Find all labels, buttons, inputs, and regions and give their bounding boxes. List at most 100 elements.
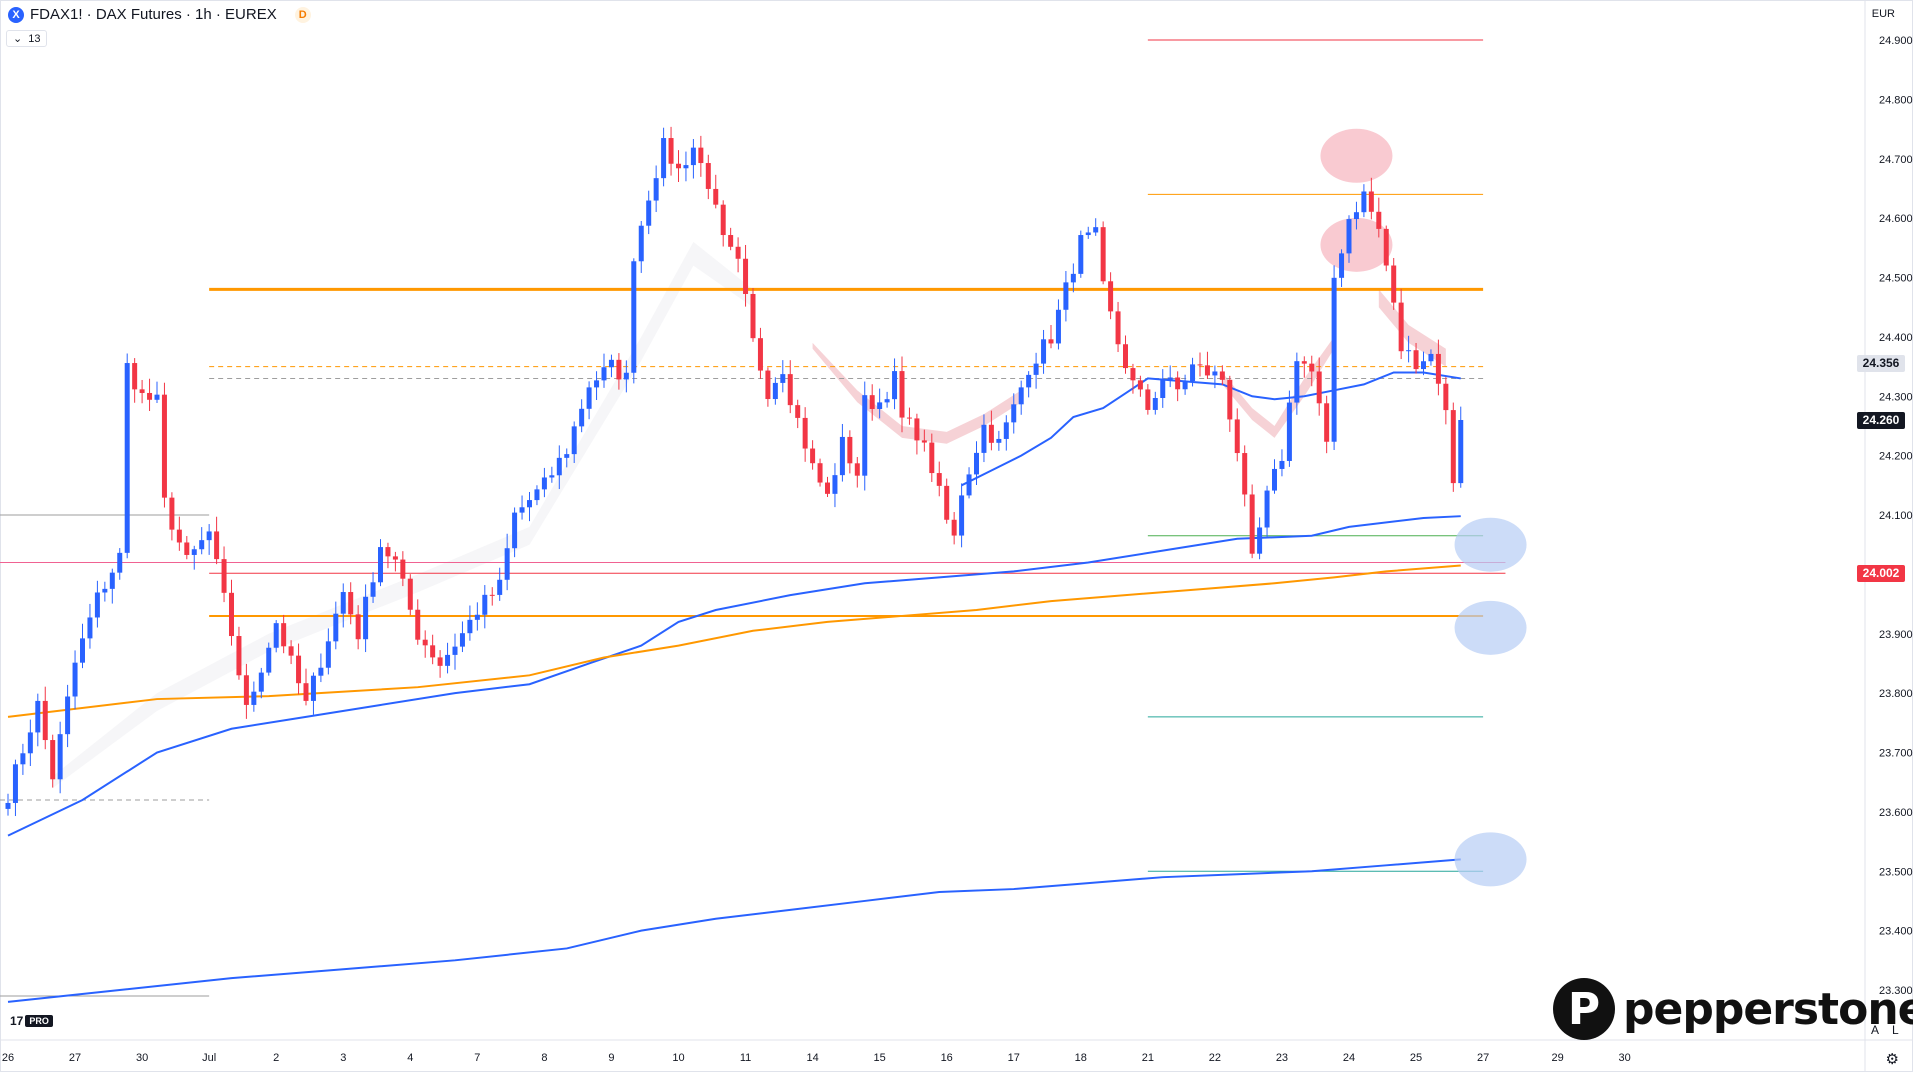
candle-body[interactable]: [1137, 380, 1143, 390]
candle-body[interactable]: [1346, 219, 1352, 254]
candle-body[interactable]: [869, 395, 875, 409]
candle-body[interactable]: [333, 613, 339, 642]
candle-body[interactable]: [161, 394, 167, 498]
candle-body[interactable]: [1033, 363, 1039, 375]
candle-body[interactable]: [571, 426, 577, 455]
candle-body[interactable]: [705, 163, 711, 189]
candle-body[interactable]: [906, 417, 912, 419]
candle-body[interactable]: [102, 588, 108, 593]
candle-body[interactable]: [176, 529, 182, 543]
candle-body[interactable]: [690, 147, 696, 166]
candle-body[interactable]: [325, 641, 331, 668]
candle-body[interactable]: [944, 485, 950, 520]
candle-body[interactable]: [1130, 368, 1136, 381]
candle-body[interactable]: [214, 531, 220, 560]
candle-body[interactable]: [184, 542, 190, 555]
candle-body[interactable]: [512, 512, 518, 549]
candle-body[interactable]: [1145, 389, 1151, 410]
session-badge[interactable]: D: [294, 6, 311, 23]
candle-body[interactable]: [579, 408, 585, 427]
candle-body[interactable]: [1443, 383, 1449, 411]
candle-body[interactable]: [154, 394, 160, 400]
zone-marker-2[interactable]: [1454, 517, 1527, 572]
candle-body[interactable]: [363, 596, 369, 640]
candle-body[interactable]: [832, 475, 838, 494]
candle-body[interactable]: [1123, 344, 1128, 369]
candle-body[interactable]: [1279, 460, 1285, 469]
candle-body[interactable]: [288, 646, 294, 656]
candle-body[interactable]: [1391, 265, 1397, 303]
candle-body[interactable]: [713, 188, 719, 205]
candle-body[interactable]: [996, 438, 1002, 443]
candle-body[interactable]: [877, 402, 883, 409]
candle-body[interactable]: [936, 473, 942, 486]
candle-body[interactable]: [1204, 365, 1210, 376]
candle-body[interactable]: [124, 363, 130, 553]
candle-body[interactable]: [825, 482, 830, 494]
candle-body[interactable]: [1413, 350, 1419, 370]
candle-body[interactable]: [1361, 191, 1367, 213]
candle-body[interactable]: [1324, 403, 1330, 442]
candle-body[interactable]: [795, 405, 801, 418]
candle-body[interactable]: [966, 474, 972, 496]
candle-body[interactable]: [1160, 380, 1166, 399]
candle-body[interactable]: [445, 654, 451, 666]
candle-body[interactable]: [914, 418, 920, 441]
candle-body[interactable]: [549, 475, 555, 478]
zone-marker-3[interactable]: [1454, 600, 1527, 655]
candle-body[interactable]: [854, 463, 860, 476]
candle-body[interactable]: [646, 200, 652, 226]
candle-body[interactable]: [750, 293, 756, 339]
candle-body[interactable]: [94, 592, 100, 618]
candle-body[interactable]: [266, 647, 272, 673]
candle-body[interactable]: [1294, 361, 1300, 403]
candle-body[interactable]: [1331, 277, 1337, 442]
candle-body[interactable]: [1301, 361, 1307, 364]
candle-body[interactable]: [780, 374, 786, 383]
candle-body[interactable]: [318, 667, 324, 676]
candle-body[interactable]: [169, 497, 175, 530]
candle-body[interactable]: [407, 578, 413, 610]
candle-body[interactable]: [340, 592, 346, 614]
candle-body[interactable]: [1339, 253, 1345, 278]
candle-body[interactable]: [601, 367, 607, 381]
candle-body[interactable]: [638, 225, 644, 262]
candle-body[interactable]: [1458, 420, 1464, 484]
candle-body[interactable]: [1450, 410, 1456, 484]
candle-body[interactable]: [683, 165, 689, 169]
candle-body[interactable]: [839, 436, 845, 476]
candle-body[interactable]: [810, 448, 816, 464]
candle-body[interactable]: [757, 338, 763, 371]
candle-body[interactable]: [1041, 339, 1047, 364]
candle-body[interactable]: [1078, 235, 1084, 274]
candle-body[interactable]: [1272, 468, 1277, 491]
candle-body[interactable]: [221, 559, 227, 593]
candle-body[interactable]: [303, 683, 309, 701]
candle-body[interactable]: [1353, 212, 1359, 220]
candle-body[interactable]: [1190, 364, 1196, 382]
candle-body[interactable]: [12, 764, 18, 803]
candle-body[interactable]: [1428, 353, 1434, 362]
candle-body[interactable]: [296, 655, 302, 684]
candle-body[interactable]: [661, 138, 667, 179]
candle-body[interactable]: [355, 614, 361, 640]
candle-body[interactable]: [1249, 494, 1255, 554]
candle-body[interactable]: [251, 691, 257, 705]
candle-body[interactable]: [467, 619, 473, 634]
candle-body[interactable]: [482, 594, 488, 615]
candle-body[interactable]: [1018, 387, 1024, 405]
gear-icon[interactable]: ⚙: [1885, 1051, 1899, 1068]
candle-body[interactable]: [631, 261, 637, 373]
candle-body[interactable]: [147, 392, 153, 400]
candle-body[interactable]: [35, 700, 41, 733]
candle-body[interactable]: [452, 646, 458, 655]
candle-body[interactable]: [42, 700, 48, 741]
candle-body[interactable]: [929, 442, 935, 474]
candle-body[interactable]: [623, 372, 629, 380]
zone-marker-4[interactable]: [1454, 832, 1527, 887]
candle-body[interactable]: [735, 246, 741, 259]
candle-body[interactable]: [1063, 282, 1069, 310]
candle-body[interactable]: [765, 370, 771, 400]
candle-body[interactable]: [892, 371, 898, 400]
candle-body[interactable]: [191, 549, 197, 555]
